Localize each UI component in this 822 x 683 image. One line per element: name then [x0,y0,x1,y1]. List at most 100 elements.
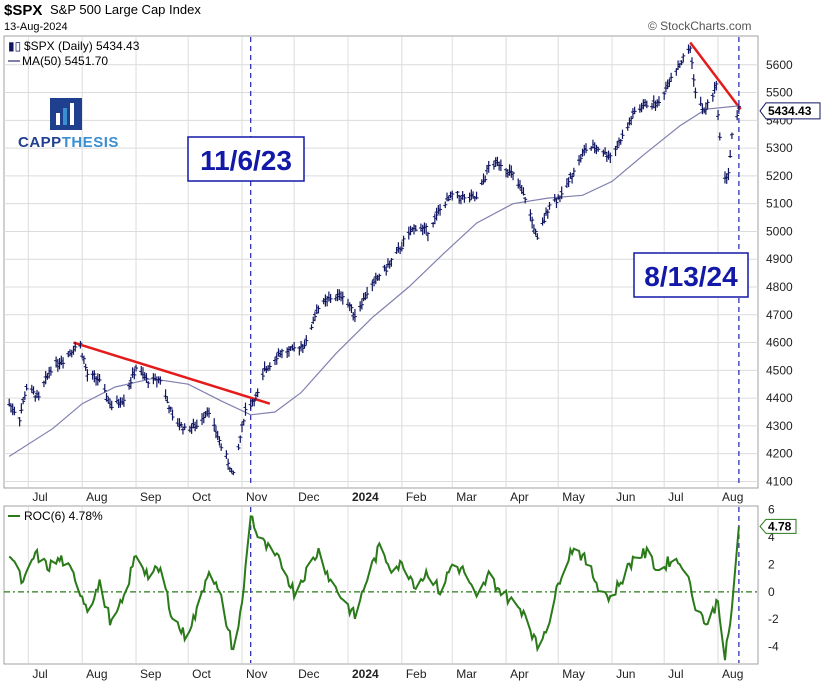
price-bar [309,324,314,330]
price-bar [236,443,241,451]
price-bar [316,305,321,314]
capp-thesis-logo: CAPPTHESIS [18,98,118,151]
price-bar [241,418,246,426]
price-bar [328,293,333,303]
stockcharts-watermark: © StockCharts.com [648,19,752,33]
price-trendline [689,41,742,110]
price-bar [547,201,552,210]
price-x-tick-label: Aug [722,490,743,504]
price-x-tick-label: May [562,490,585,504]
price-bar [608,152,613,164]
roc-y-tick-label: 6 [768,503,775,517]
price-bar [703,102,708,115]
price-x-tick-label: Nov [246,490,267,504]
price-bar [85,369,90,382]
price-bar [693,87,698,99]
roc-y-tick-label: 0 [768,585,775,599]
chart-date: 13-Aug-2024 [4,21,68,33]
price-x-tick-label: Feb [406,490,427,504]
price-bar [255,388,260,398]
price-bar [438,204,443,216]
roc-legend: ROC(6) 4.78% [8,509,103,523]
annotation-left-date: 11/6/23 [200,145,292,176]
price-y-tick-label: 5600 [766,58,793,72]
price-y-tick-label: 4300 [766,419,793,433]
price-bar [267,362,272,371]
price-bar [486,160,491,173]
roc-x-tick-label: Jul [32,667,47,681]
roc-grid [27,507,719,663]
price-trendlines [73,41,742,405]
roc-last-value: 4.78 [768,519,792,533]
price-bar [656,96,661,107]
price-last-value: 5434.43 [768,104,812,118]
price-bar [545,209,550,219]
price-y-tick-label: 4100 [766,474,793,488]
price-bar [212,418,217,432]
price-bar [121,394,126,407]
price-y-tick-label: 5200 [766,169,793,183]
price-bar [509,165,514,178]
price-bar [359,298,364,310]
price-bar [613,145,618,157]
roc-x-tick-label: Aug [86,667,107,681]
price-bar [274,353,279,365]
price-bar [21,397,26,405]
annotation-right-date-box: 8/13/24 [633,252,749,298]
price-bar [279,348,284,359]
price-y-tick-label: 4500 [766,363,793,377]
roc-y-tick-label: -4 [768,640,779,654]
price-bar [238,435,243,443]
roc-x-tick-label: Dec [298,667,319,681]
price-bar [165,396,170,404]
price-y-tick-label: 5000 [766,224,793,238]
price-bar [401,235,406,247]
price-bar [542,213,547,224]
price-x-tick-label: Mar [456,490,477,504]
price-x-tick-label: Jul [668,490,683,504]
price-bar [97,373,102,383]
price-y-tick-label: 4200 [766,447,793,461]
price-bar [625,122,630,131]
price-bar [688,45,693,54]
price-bar [260,368,265,381]
ma50-line [8,105,739,457]
price-bar [78,340,83,349]
price-bar [302,340,307,349]
price-bar [217,436,222,446]
roc-legend-label: ROC(6) 4.78% [24,509,103,523]
price-bar [570,173,575,184]
price-trendline [73,341,271,405]
price-bar [689,57,694,70]
price-bar [483,175,488,183]
price-bar [716,109,721,121]
price-bar [365,286,370,299]
price-bar [523,197,528,204]
price-bar [533,229,538,236]
roc-x-tick-label: Apr [510,667,529,681]
price-bar [691,74,696,87]
price-y-tick-label: 4600 [766,336,793,350]
price-bar [132,368,137,380]
price-bar [735,110,740,121]
price-bar [36,391,41,401]
price-bar [207,407,212,418]
price-bar [669,72,674,83]
price-bar [632,106,637,115]
roc6-line [8,515,740,661]
price-y-tick-label: 5100 [766,197,793,211]
price-bar [389,258,394,267]
price-bar [81,355,86,365]
price-bar [252,398,257,407]
price-bar [717,132,722,141]
price-bar [304,335,309,345]
price-bar [615,140,620,149]
price-bar [231,470,236,476]
price-x-tick-label: Aug [86,490,107,504]
roc-x-axis: Jul Aug Sep Oct Nov Dec 2024 Feb Mar Apr May Jun Jul… [32,667,743,681]
price-bar [578,154,583,163]
price-y-axis: 4100 4200 4300 4400 4500 4600 4700 4800 4900 5000… [766,58,793,489]
price-bar [681,53,686,63]
price-bar [596,146,601,152]
